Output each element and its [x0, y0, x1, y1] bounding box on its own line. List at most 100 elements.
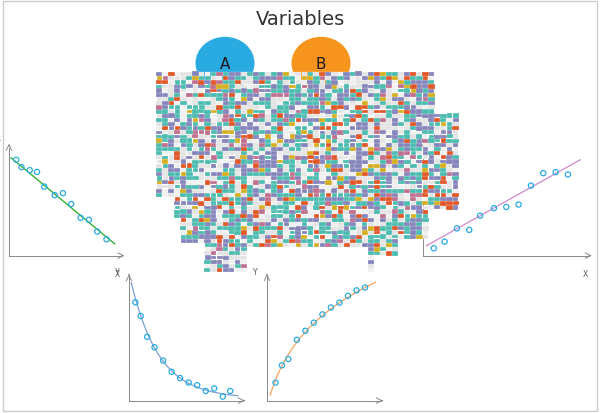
- FancyBboxPatch shape: [235, 110, 241, 114]
- FancyBboxPatch shape: [343, 119, 350, 123]
- FancyBboxPatch shape: [410, 156, 416, 160]
- FancyBboxPatch shape: [356, 143, 362, 148]
- FancyBboxPatch shape: [410, 73, 416, 77]
- FancyBboxPatch shape: [301, 168, 307, 173]
- FancyBboxPatch shape: [374, 198, 380, 202]
- Point: [84, 217, 94, 223]
- FancyBboxPatch shape: [265, 81, 271, 85]
- FancyBboxPatch shape: [211, 206, 217, 210]
- FancyBboxPatch shape: [404, 102, 410, 106]
- FancyBboxPatch shape: [362, 223, 367, 227]
- FancyBboxPatch shape: [362, 243, 368, 247]
- FancyBboxPatch shape: [440, 139, 446, 144]
- FancyBboxPatch shape: [392, 143, 398, 148]
- FancyBboxPatch shape: [277, 110, 283, 114]
- FancyBboxPatch shape: [307, 77, 313, 81]
- FancyBboxPatch shape: [247, 235, 253, 240]
- FancyBboxPatch shape: [314, 193, 319, 198]
- FancyBboxPatch shape: [289, 227, 295, 231]
- FancyBboxPatch shape: [187, 127, 192, 131]
- FancyBboxPatch shape: [229, 73, 235, 77]
- FancyBboxPatch shape: [168, 139, 175, 143]
- FancyBboxPatch shape: [223, 89, 229, 93]
- FancyBboxPatch shape: [205, 119, 211, 123]
- FancyBboxPatch shape: [453, 135, 458, 140]
- FancyBboxPatch shape: [440, 168, 446, 173]
- FancyBboxPatch shape: [308, 214, 313, 218]
- FancyBboxPatch shape: [265, 227, 271, 231]
- FancyBboxPatch shape: [175, 143, 180, 148]
- FancyBboxPatch shape: [325, 152, 332, 156]
- FancyBboxPatch shape: [253, 156, 259, 160]
- FancyBboxPatch shape: [320, 169, 325, 172]
- FancyBboxPatch shape: [319, 177, 326, 180]
- FancyBboxPatch shape: [428, 93, 435, 97]
- FancyBboxPatch shape: [320, 81, 325, 85]
- FancyBboxPatch shape: [392, 85, 398, 89]
- FancyBboxPatch shape: [247, 177, 253, 181]
- FancyBboxPatch shape: [295, 226, 301, 231]
- FancyBboxPatch shape: [217, 114, 223, 119]
- FancyBboxPatch shape: [277, 126, 283, 131]
- FancyBboxPatch shape: [223, 185, 229, 190]
- FancyBboxPatch shape: [181, 173, 187, 177]
- FancyBboxPatch shape: [344, 102, 349, 106]
- FancyBboxPatch shape: [416, 185, 422, 189]
- FancyBboxPatch shape: [193, 185, 199, 190]
- FancyBboxPatch shape: [410, 106, 416, 110]
- FancyBboxPatch shape: [343, 160, 350, 164]
- FancyBboxPatch shape: [410, 185, 416, 189]
- FancyBboxPatch shape: [326, 193, 331, 197]
- FancyBboxPatch shape: [205, 243, 211, 247]
- FancyBboxPatch shape: [416, 72, 422, 77]
- FancyBboxPatch shape: [325, 235, 332, 239]
- FancyBboxPatch shape: [398, 206, 404, 210]
- FancyBboxPatch shape: [205, 131, 210, 135]
- FancyBboxPatch shape: [350, 135, 356, 139]
- FancyBboxPatch shape: [204, 94, 211, 97]
- FancyBboxPatch shape: [199, 147, 205, 152]
- FancyBboxPatch shape: [169, 102, 174, 106]
- FancyBboxPatch shape: [277, 214, 283, 218]
- FancyBboxPatch shape: [181, 106, 186, 110]
- FancyBboxPatch shape: [229, 181, 235, 185]
- FancyBboxPatch shape: [428, 164, 434, 169]
- FancyBboxPatch shape: [320, 235, 325, 239]
- FancyBboxPatch shape: [296, 119, 301, 122]
- FancyBboxPatch shape: [313, 110, 320, 114]
- FancyBboxPatch shape: [204, 123, 211, 126]
- FancyBboxPatch shape: [157, 98, 162, 102]
- FancyBboxPatch shape: [313, 73, 320, 76]
- FancyBboxPatch shape: [416, 197, 422, 202]
- FancyBboxPatch shape: [325, 243, 332, 247]
- FancyBboxPatch shape: [398, 189, 404, 193]
- FancyBboxPatch shape: [350, 81, 356, 85]
- FancyBboxPatch shape: [193, 206, 199, 210]
- FancyBboxPatch shape: [259, 227, 265, 231]
- FancyBboxPatch shape: [404, 223, 410, 227]
- Point: [76, 215, 85, 222]
- FancyBboxPatch shape: [235, 135, 241, 139]
- FancyBboxPatch shape: [235, 248, 241, 252]
- FancyBboxPatch shape: [253, 202, 259, 206]
- FancyBboxPatch shape: [350, 164, 355, 169]
- FancyBboxPatch shape: [313, 160, 320, 164]
- FancyBboxPatch shape: [157, 164, 162, 169]
- FancyBboxPatch shape: [386, 131, 392, 135]
- FancyBboxPatch shape: [368, 172, 374, 177]
- FancyBboxPatch shape: [278, 222, 283, 227]
- FancyBboxPatch shape: [349, 177, 356, 180]
- FancyBboxPatch shape: [404, 114, 410, 119]
- FancyBboxPatch shape: [247, 231, 253, 235]
- FancyBboxPatch shape: [362, 193, 368, 198]
- FancyBboxPatch shape: [277, 131, 283, 135]
- FancyBboxPatch shape: [283, 156, 289, 160]
- FancyBboxPatch shape: [349, 160, 356, 164]
- FancyBboxPatch shape: [271, 89, 277, 93]
- FancyBboxPatch shape: [277, 177, 284, 181]
- FancyBboxPatch shape: [307, 106, 314, 110]
- FancyBboxPatch shape: [386, 243, 392, 248]
- FancyBboxPatch shape: [301, 206, 307, 210]
- FancyBboxPatch shape: [386, 135, 392, 139]
- FancyBboxPatch shape: [337, 214, 344, 218]
